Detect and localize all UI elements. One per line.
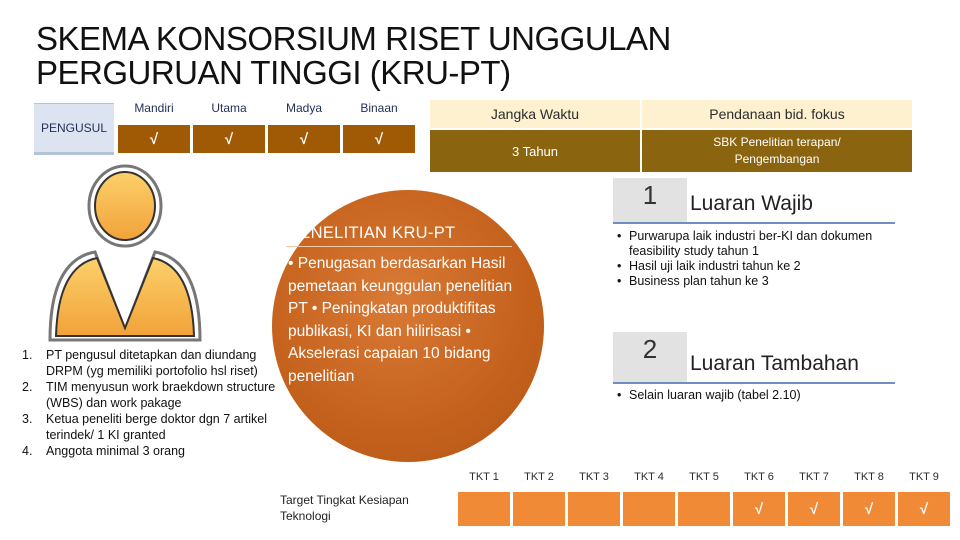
pendanaan-value: SBK Penelitian terapan/ Pengembangan: [642, 130, 912, 172]
luaran-tambahan-title: Luaran Tambahan: [690, 352, 859, 375]
requirement-number: 1.: [22, 348, 33, 362]
luaran-wajib-item-text: Purwarupa laik industri ber-KI dan dokum…: [629, 229, 873, 258]
tkt-cell: [513, 492, 565, 526]
penelitian-title: PENELITIAN KRU-PT: [288, 224, 456, 242]
tkt-column: TKT 8 √: [843, 462, 895, 526]
requirement-text: Anggota minimal 3 orang: [46, 444, 185, 458]
pendanaan-header: Pendanaan bid. fokus: [642, 100, 912, 128]
luaran-tambahan-item: • Selain luaran wajib (tabel 2.10): [617, 388, 887, 403]
pendanaan-value-text: SBK Penelitian terapan/ Pengembangan: [713, 135, 841, 166]
pengusul-col-madya: Madya: [285, 101, 323, 115]
requirement-text: Ketua peneliti berge doktor dgn 7 artike…: [46, 412, 267, 442]
requirement-item: 3. Ketua peneliti berge doktor dgn 7 art…: [20, 412, 278, 443]
tkt-label: TKT 4: [634, 471, 664, 483]
tkt-column: TKT 5: [678, 462, 730, 526]
luaran-tambahan-item-text: Selain luaran wajib (tabel 2.10): [629, 388, 801, 402]
tkt-column: TKT 2: [513, 462, 565, 526]
bullet-icon: •: [617, 274, 622, 288]
requirement-number: 4.: [22, 444, 33, 458]
luaran-wajib-title: Luaran Wajib: [690, 192, 813, 215]
tkt-cell: √: [733, 492, 785, 526]
person-icon: [48, 164, 202, 342]
tkt-cell: [458, 492, 510, 526]
requirement-number: 2.: [22, 380, 33, 394]
luaran-tambahan-number: 2: [613, 332, 687, 382]
requirement-text: TIM menyusun work braekdown structure (W…: [46, 380, 276, 410]
requirements-list: 1. PT pengusul ditetapkan dan diundang D…: [20, 348, 278, 461]
luaran-wajib-item-text: Hasil uji laik industri tahun ke 2: [629, 259, 801, 273]
tkt-column: TKT 3: [568, 462, 620, 526]
luaran-tambahan-list: • Selain luaran wajib (tabel 2.10): [617, 388, 887, 403]
tkt-cell: [678, 492, 730, 526]
pengusul-label: PENGUSUL: [34, 103, 114, 155]
tkt-label: TKT 9: [909, 471, 939, 483]
tkt-description: Target Tingkat Kesiapan Teknologi: [280, 493, 409, 523]
tkt-row: TKT 1 TKT 2 TKT 3 TKT 4 TKT 5 TKT 6 √ TK…: [458, 462, 958, 526]
bullet-icon: •: [617, 259, 622, 273]
luaran-tambahan-divider: [613, 382, 895, 384]
luaran-wajib-item-text: Business plan tahun ke 3: [629, 274, 769, 288]
tkt-label: TKT 1: [469, 471, 499, 483]
pengusul-check-madya: √: [268, 125, 340, 153]
pengusul-check-utama: √: [193, 125, 265, 153]
jangka-waktu-value: 3 Tahun: [430, 130, 640, 172]
tkt-label: TKT 7: [799, 471, 829, 483]
bullet-icon: •: [617, 388, 622, 402]
pengusul-col-utama: Utama: [211, 101, 247, 115]
luaran-wajib-item: • Purwarupa laik industri ber-KI dan doku…: [617, 229, 887, 259]
tkt-cell: √: [788, 492, 840, 526]
luaran-wajib-number: 1: [613, 178, 687, 224]
requirement-text: PT pengusul ditetapkan dan diundang DRPM…: [46, 348, 258, 378]
tkt-cell: √: [898, 492, 950, 526]
tkt-cell: √: [843, 492, 895, 526]
tkt-label: TKT 5: [689, 471, 719, 483]
tkt-column: TKT 4: [623, 462, 675, 526]
pengusul-check-binaan: √: [343, 125, 415, 153]
luaran-wajib-item: • Hasil uji laik industri tahun ke 2: [617, 259, 887, 274]
tkt-column: TKT 9 √: [898, 462, 950, 526]
tkt-cell: [623, 492, 675, 526]
requirement-item: 1. PT pengusul ditetapkan dan diundang D…: [20, 348, 278, 379]
penelitian-body: • Penugasan berdasarkan Hasil pemetaan k…: [288, 255, 513, 385]
page-title: SKEMA KONSORSIUM RISET UNGGULAN PERGURUA…: [36, 20, 671, 91]
requirement-item: 2. TIM menyusun work braekdown structure…: [20, 380, 278, 411]
pengusul-col-mandiri: Mandiri: [134, 101, 174, 115]
requirement-number: 3.: [22, 412, 33, 426]
tkt-label: TKT 2: [524, 471, 554, 483]
penelitian-divider: [286, 246, 512, 247]
tkt-column: TKT 1: [458, 462, 510, 526]
requirement-item: 4. Anggota minimal 3 orang: [20, 444, 278, 460]
penelitian-circle: [272, 190, 544, 462]
tkt-label: TKT 3: [579, 471, 609, 483]
luaran-wajib-list: • Purwarupa laik industri ber-KI dan doku…: [617, 229, 887, 289]
tkt-label: TKT 8: [854, 471, 884, 483]
pengusul-col-binaan: Binaan: [360, 101, 398, 115]
jangka-waktu-header: Jangka Waktu: [430, 100, 640, 128]
luaran-wajib-divider: [613, 222, 895, 224]
tkt-column: TKT 6 √: [733, 462, 785, 526]
luaran-wajib-item: • Business plan tahun ke 3: [617, 274, 887, 289]
tkt-label: TKT 6: [744, 471, 774, 483]
pengusul-check-mandiri: √: [118, 125, 190, 153]
tkt-cell: [568, 492, 620, 526]
tkt-column: TKT 7 √: [788, 462, 840, 526]
bullet-icon: •: [617, 229, 622, 243]
